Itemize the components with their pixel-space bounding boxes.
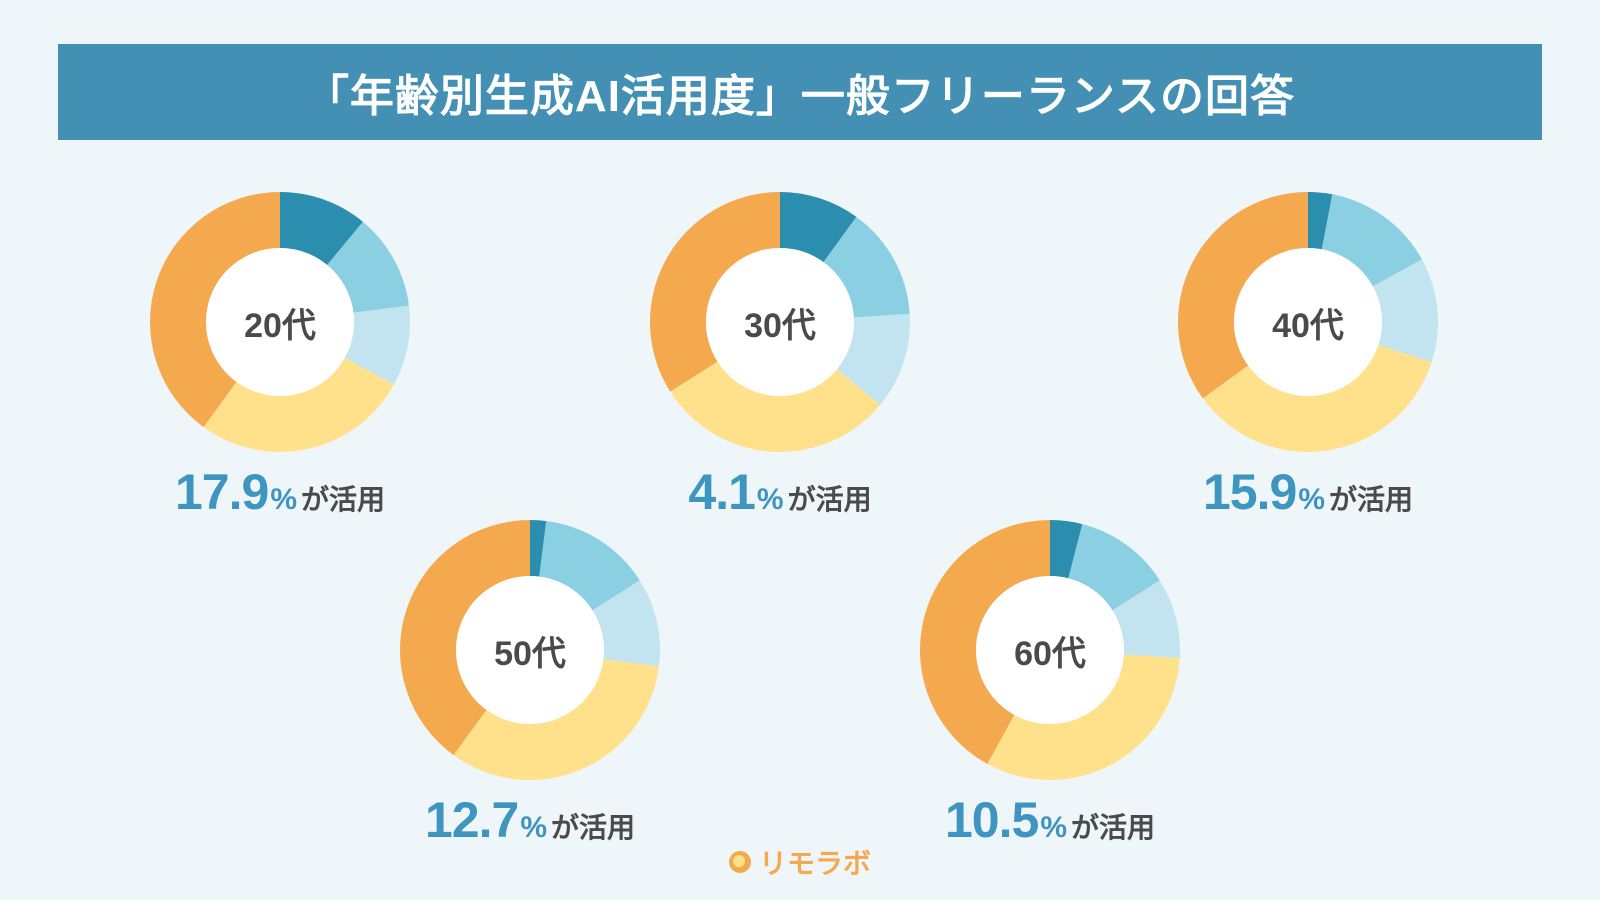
donut-hole: [706, 248, 854, 396]
donut-svg: [400, 520, 660, 780]
donut-caption: 17.9%が活用: [150, 463, 410, 521]
donut-caption: 15.9%が活用: [1178, 463, 1438, 521]
title-text: 「年齢別生成AI活用度」一般フリーランスの回答: [305, 60, 1295, 124]
donut-caption-number: 4.1: [688, 464, 755, 520]
donut-caption: 12.7%が活用: [400, 791, 660, 849]
donut-hole: [456, 576, 604, 724]
infographic-stage: 「年齢別生成AI活用度」一般フリーランスの回答 20代17.9%が活用 30代4.…: [0, 0, 1600, 900]
donut-chart-age30: 30代4.1%が活用: [650, 192, 910, 521]
donut-chart-age50: 50代12.7%が活用: [400, 520, 660, 849]
donut-svg: [150, 192, 410, 452]
donut-caption-suffix: が活用: [551, 812, 635, 843]
donut-caption: 10.5%が活用: [920, 791, 1180, 849]
donut-caption-suffix: が活用: [301, 484, 385, 515]
donut-caption-suffix: が活用: [1329, 484, 1413, 515]
donut-hole: [206, 248, 354, 396]
donut-caption-pct: %: [1298, 483, 1325, 516]
donut-svg: [920, 520, 1180, 780]
donut-caption-suffix: が活用: [788, 484, 872, 515]
donut-caption-pct: %: [520, 811, 547, 844]
donut-chart-age20: 20代17.9%が活用: [150, 192, 410, 521]
title-bar: 「年齢別生成AI活用度」一般フリーランスの回答: [58, 44, 1542, 140]
donut-caption-number: 10.5: [945, 792, 1038, 848]
donut-caption-number: 15.9: [1203, 464, 1296, 520]
donut-caption-suffix: が活用: [1071, 812, 1155, 843]
brand-logo-icon: [729, 851, 751, 873]
donut-caption-pct: %: [1040, 811, 1067, 844]
donut-caption-number: 17.9: [175, 464, 268, 520]
donut-svg: [1178, 192, 1438, 452]
donut-caption-pct: %: [270, 483, 297, 516]
brand-text: リモラボ: [759, 848, 871, 879]
donut-svg: [650, 192, 910, 452]
donut-caption-number: 12.7: [425, 792, 518, 848]
donut-hole: [1234, 248, 1382, 396]
donut-caption: 4.1%が活用: [650, 463, 910, 521]
donut-caption-pct: %: [757, 483, 784, 516]
donut-chart-age40: 40代15.9%が活用: [1178, 192, 1438, 521]
donut-hole: [976, 576, 1124, 724]
donut-chart-age60: 60代10.5%が活用: [920, 520, 1180, 849]
brand-footer: リモラボ: [0, 842, 1600, 882]
